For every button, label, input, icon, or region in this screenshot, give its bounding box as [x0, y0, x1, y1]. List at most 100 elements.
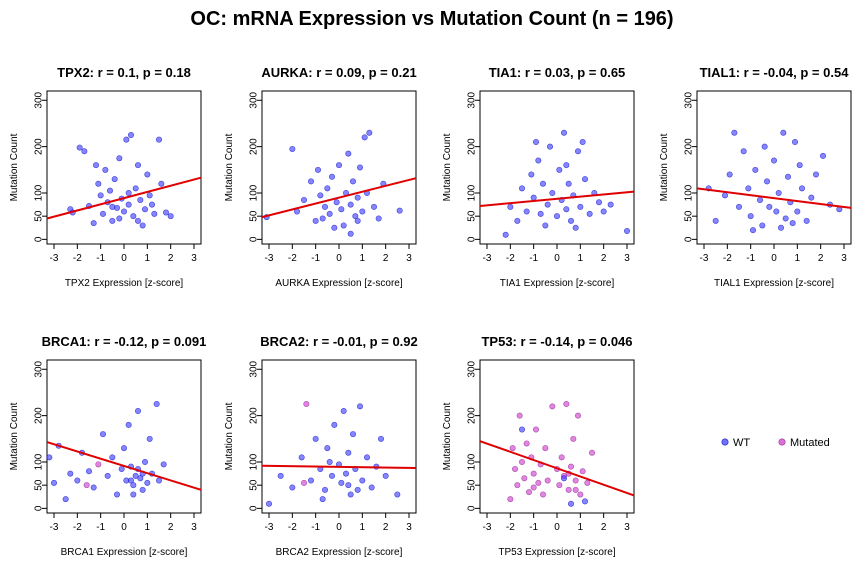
wt-point — [796, 162, 803, 169]
mutated-point — [514, 482, 521, 489]
wt-point — [368, 484, 375, 491]
wt-point — [347, 230, 354, 237]
wt-point — [370, 203, 377, 210]
regression-line — [696, 187, 852, 209]
wt-point — [352, 213, 359, 220]
wt-point — [326, 458, 333, 465]
wt-point — [125, 201, 132, 208]
wt-point — [167, 213, 174, 220]
wt-point — [623, 228, 630, 235]
x-tick-label: -2 — [73, 253, 82, 264]
x-tick-label: -2 — [288, 522, 297, 533]
x-tick-label: -3 — [265, 522, 274, 533]
wt-point — [354, 486, 361, 493]
x-axis-label: TIAL1 Expression [z-score] — [714, 278, 834, 289]
y-axis-label: Mutation Count — [442, 402, 453, 470]
y-tick-label: 100 — [684, 184, 695, 201]
legend-mutated-label: Mutated — [790, 437, 830, 449]
wt-point — [307, 178, 314, 185]
x-tick-label: 3 — [191, 253, 197, 264]
x-tick-label: 0 — [554, 522, 560, 533]
mutated-point — [577, 491, 584, 498]
wt-point — [354, 217, 361, 224]
wt-point — [363, 454, 370, 461]
wt-point — [523, 208, 530, 215]
x-tick-label: -2 — [506, 253, 515, 264]
x-tick-label: 3 — [624, 522, 630, 533]
wt-point — [135, 162, 142, 169]
x-tick-label: 2 — [383, 522, 389, 533]
wt-point — [135, 407, 142, 414]
x-tick-label: 2 — [601, 253, 607, 264]
wt-point — [146, 435, 153, 442]
x-tick-label: 1 — [795, 253, 801, 264]
wt-point — [553, 213, 560, 220]
x-tick-label: -1 — [311, 253, 320, 264]
x-tick-label: -1 — [311, 522, 320, 533]
legend-mutated-marker — [778, 438, 786, 446]
x-tick-label: -2 — [506, 522, 515, 533]
x-axis-label: TIA1 Expression [z-score] — [500, 278, 615, 289]
panel-title: BRCA2: r = -0.01, p = 0.92 — [260, 334, 418, 349]
wt-point — [102, 166, 109, 173]
wt-point — [782, 215, 789, 222]
wt-point — [740, 148, 747, 155]
wt-point — [149, 201, 156, 208]
wt-point — [382, 472, 389, 479]
y-axis-label: Mutation Count — [442, 133, 453, 201]
x-tick-label: -3 — [50, 522, 59, 533]
wt-point — [132, 185, 139, 192]
wt-point — [321, 203, 328, 210]
wt-point — [100, 431, 107, 438]
regression-line — [261, 464, 417, 470]
wt-point — [735, 203, 742, 210]
x-tick-label: 1 — [145, 522, 151, 533]
y-tick-label: 50 — [684, 210, 695, 222]
wt-point — [595, 199, 602, 206]
y-tick-label: 0 — [34, 505, 45, 511]
mutated-point — [544, 477, 551, 484]
legend-wt-marker — [721, 438, 729, 446]
plot-frame — [479, 359, 635, 514]
mutated-point — [542, 445, 549, 452]
y-tick-label: 50 — [249, 210, 260, 222]
panel-title: TP53: r = -0.14, p = 0.046 — [481, 334, 632, 349]
x-tick-label: -3 — [483, 253, 492, 264]
wt-point — [74, 477, 81, 484]
x-tick-label: 3 — [406, 253, 412, 264]
wt-point — [95, 180, 102, 187]
y-tick-label: 300 — [467, 91, 478, 108]
wt-point — [86, 468, 93, 475]
y-tick-label: 100 — [249, 184, 260, 201]
mutated-point — [572, 486, 579, 493]
x-tick-label: 0 — [336, 522, 342, 533]
wt-point — [560, 129, 567, 136]
x-tick-label: 2 — [818, 253, 824, 264]
wt-point — [338, 206, 345, 213]
panel-tia1: TIA1: r = 0.03, p = 0.65 -3 -2 -1 0 1 2 3 0 50 100… — [442, 65, 635, 289]
y-tick-label: 0 — [34, 236, 45, 242]
wt-point — [514, 217, 521, 224]
wt-point — [156, 477, 163, 484]
wt-point — [142, 206, 149, 213]
panel-aurka: AURKA: r = 0.09, p = 0.21 -3 -2 -1 0 1 2 3 0 50 10… — [224, 65, 417, 289]
mutated-point — [511, 465, 518, 472]
y-tick-label: 0 — [684, 236, 695, 242]
y-tick-label: 300 — [249, 91, 260, 108]
wt-point — [567, 500, 574, 507]
x-tick-label: -2 — [723, 253, 732, 264]
wt-point — [142, 458, 149, 465]
y-tick-label: 300 — [34, 360, 45, 377]
y-tick-label: 200 — [467, 138, 478, 155]
mutated-point — [539, 491, 546, 498]
wt-point — [324, 185, 331, 192]
x-tick-label: -1 — [529, 522, 538, 533]
wt-point — [50, 479, 57, 486]
wt-point — [158, 180, 165, 187]
x-tick-label: 1 — [578, 522, 584, 533]
wt-point — [766, 203, 773, 210]
wt-point — [132, 472, 139, 479]
wt-point — [375, 215, 382, 222]
wt-point — [81, 148, 88, 155]
figure-title: OC: mRNA Expression vs Mutation Count (n… — [190, 8, 674, 30]
